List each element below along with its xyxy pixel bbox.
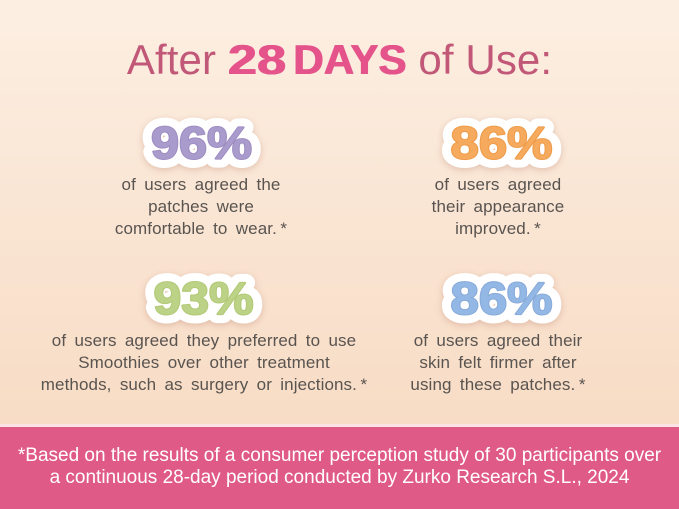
svg-text:86%: 86%	[451, 273, 553, 324]
svg-text:93%: 93%	[154, 273, 254, 324]
svg-text:93%: 93%	[154, 273, 254, 324]
svg-text:86%: 86%	[451, 118, 553, 169]
svg-text:96%: 96%	[151, 118, 252, 169]
svg-text:96%: 96%	[151, 118, 252, 169]
svg-text:86%: 86%	[451, 273, 553, 324]
svg-text:86%: 86%	[451, 118, 553, 169]
